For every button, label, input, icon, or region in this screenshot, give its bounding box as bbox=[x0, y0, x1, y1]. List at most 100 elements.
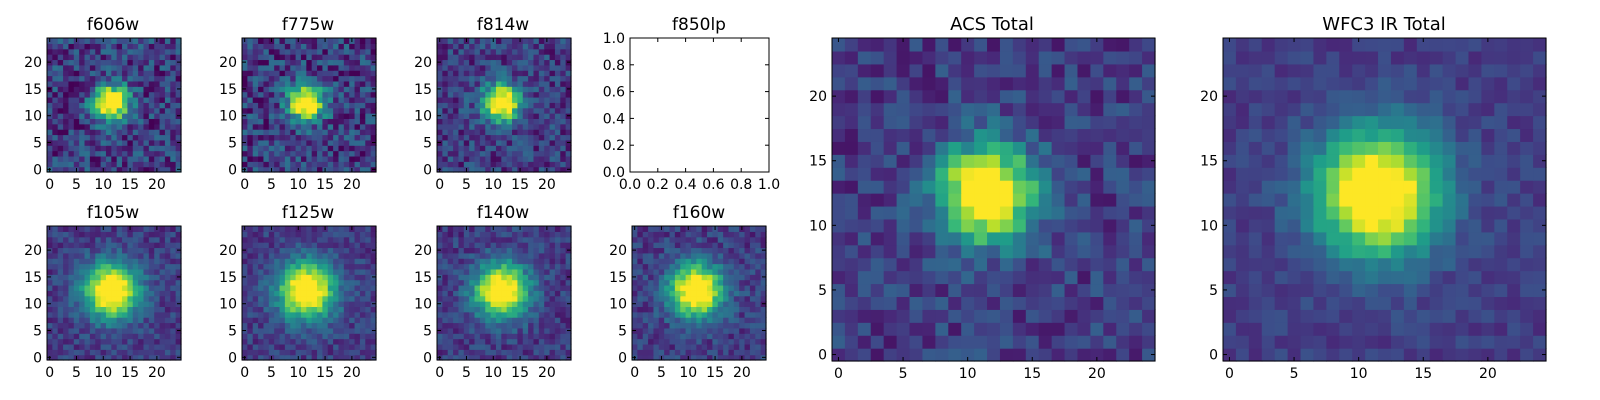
heatmap-cell bbox=[728, 290, 735, 297]
heatmap-cell bbox=[47, 64, 53, 71]
heatmap-cell bbox=[749, 338, 756, 345]
heatmap-cell bbox=[279, 327, 286, 334]
heatmap-cell bbox=[437, 343, 443, 350]
heatmap-cell bbox=[338, 38, 345, 44]
heatmap-cell bbox=[723, 301, 730, 307]
heatmap-cell bbox=[749, 327, 756, 334]
heatmap-cell bbox=[132, 102, 139, 109]
heatmap-cell bbox=[549, 279, 556, 286]
heatmap-cell bbox=[501, 306, 508, 313]
heatmap-cell bbox=[263, 166, 270, 173]
heatmap-cell bbox=[538, 284, 545, 291]
heatmap-cell bbox=[1064, 283, 1079, 297]
heatmap-cell bbox=[100, 327, 107, 334]
heatmap-cell bbox=[317, 145, 323, 152]
heatmap-cell bbox=[89, 311, 96, 318]
heatmap-cell bbox=[1116, 335, 1130, 349]
heatmap-cell bbox=[327, 322, 334, 329]
heatmap-cell bbox=[490, 118, 497, 125]
heatmap-cell bbox=[111, 338, 118, 345]
heatmap-cell bbox=[490, 48, 497, 55]
heatmap-cell bbox=[528, 247, 535, 254]
heatmap-cell bbox=[68, 129, 75, 136]
heatmap-cell bbox=[116, 295, 123, 302]
heatmap-cell bbox=[474, 129, 481, 136]
heatmap-cell bbox=[549, 343, 556, 350]
heatmap-cell bbox=[469, 333, 476, 340]
heatmap-cell bbox=[100, 150, 107, 157]
heatmap-cell bbox=[755, 338, 762, 345]
heatmap-cell bbox=[73, 113, 80, 119]
heatmap-cell bbox=[565, 48, 572, 55]
heatmap-cell bbox=[648, 327, 655, 334]
heatmap-cell bbox=[733, 317, 740, 324]
heatmap-cell bbox=[164, 70, 171, 77]
heatmap-cell bbox=[300, 48, 307, 55]
heatmap-cell bbox=[560, 134, 567, 141]
heatmap-cell bbox=[501, 75, 508, 82]
heatmap-cell bbox=[268, 338, 275, 345]
heatmap-cell bbox=[948, 335, 962, 349]
heatmap-cell bbox=[242, 145, 248, 152]
heatmap-cell bbox=[258, 322, 265, 329]
heatmap-cell bbox=[669, 263, 676, 270]
heatmap-cell bbox=[1038, 244, 1053, 259]
heatmap-cell bbox=[63, 236, 70, 243]
heatmap-cell bbox=[690, 343, 697, 350]
heatmap-cell bbox=[116, 145, 123, 152]
heatmap-cell bbox=[637, 349, 644, 356]
heatmap-cell bbox=[349, 75, 356, 82]
heatmap-cell bbox=[528, 113, 535, 119]
heatmap-cell bbox=[1090, 218, 1104, 233]
heatmap-cell bbox=[127, 43, 134, 50]
heatmap-cell bbox=[100, 252, 107, 259]
heatmap-cell bbox=[268, 43, 275, 50]
heatmap-cell bbox=[458, 134, 465, 141]
heatmap-cell bbox=[474, 59, 481, 66]
heatmap-cell bbox=[642, 279, 649, 286]
y-tick-label: 0.6 bbox=[603, 85, 625, 101]
heatmap-cell bbox=[284, 263, 291, 270]
heatmap-cell bbox=[47, 284, 53, 291]
heatmap-cell bbox=[370, 161, 377, 168]
heatmap-cell bbox=[495, 161, 502, 168]
heatmap-cell bbox=[469, 252, 476, 259]
heatmap-cell bbox=[252, 279, 259, 286]
heatmap-cell bbox=[632, 268, 638, 275]
heatmap-cell bbox=[349, 327, 356, 334]
heatmap-cell bbox=[680, 226, 687, 232]
heatmap-cell bbox=[522, 333, 529, 340]
heatmap-cell bbox=[522, 54, 529, 61]
heatmap-cell bbox=[495, 317, 502, 324]
heatmap-cell bbox=[565, 80, 572, 87]
heatmap-cell bbox=[333, 102, 340, 109]
heatmap-cell bbox=[437, 96, 443, 103]
axes-frame bbox=[631, 225, 767, 361]
heatmap-cell bbox=[354, 311, 361, 318]
heatmap-cell bbox=[549, 317, 556, 324]
heatmap-cell bbox=[479, 311, 486, 318]
heatmap-cell bbox=[127, 274, 134, 281]
heatmap-cell bbox=[57, 59, 64, 66]
heatmap-cell bbox=[354, 343, 361, 350]
heatmap-cell bbox=[739, 279, 746, 286]
heatmap-cell bbox=[632, 295, 638, 302]
heatmap-cell bbox=[343, 139, 350, 146]
heatmap-cell bbox=[517, 139, 524, 146]
heatmap-cell bbox=[263, 301, 270, 307]
heatmap-cell bbox=[68, 155, 75, 162]
heatmap-cell bbox=[258, 161, 265, 168]
heatmap-cell bbox=[733, 284, 740, 291]
heatmap-cell bbox=[1064, 205, 1079, 220]
heatmap-cell bbox=[300, 75, 307, 82]
heatmap-cell bbox=[506, 306, 513, 313]
heatmap-cell bbox=[263, 134, 270, 141]
heatmap-cell bbox=[322, 231, 329, 238]
heatmap-cell bbox=[295, 102, 302, 109]
heatmap-cell bbox=[127, 242, 134, 249]
heatmap-cell bbox=[268, 322, 275, 329]
heatmap-cell bbox=[442, 279, 449, 286]
heatmap-cell bbox=[495, 80, 502, 87]
heatmap-cell bbox=[538, 118, 545, 125]
heatmap-cell bbox=[111, 54, 118, 61]
